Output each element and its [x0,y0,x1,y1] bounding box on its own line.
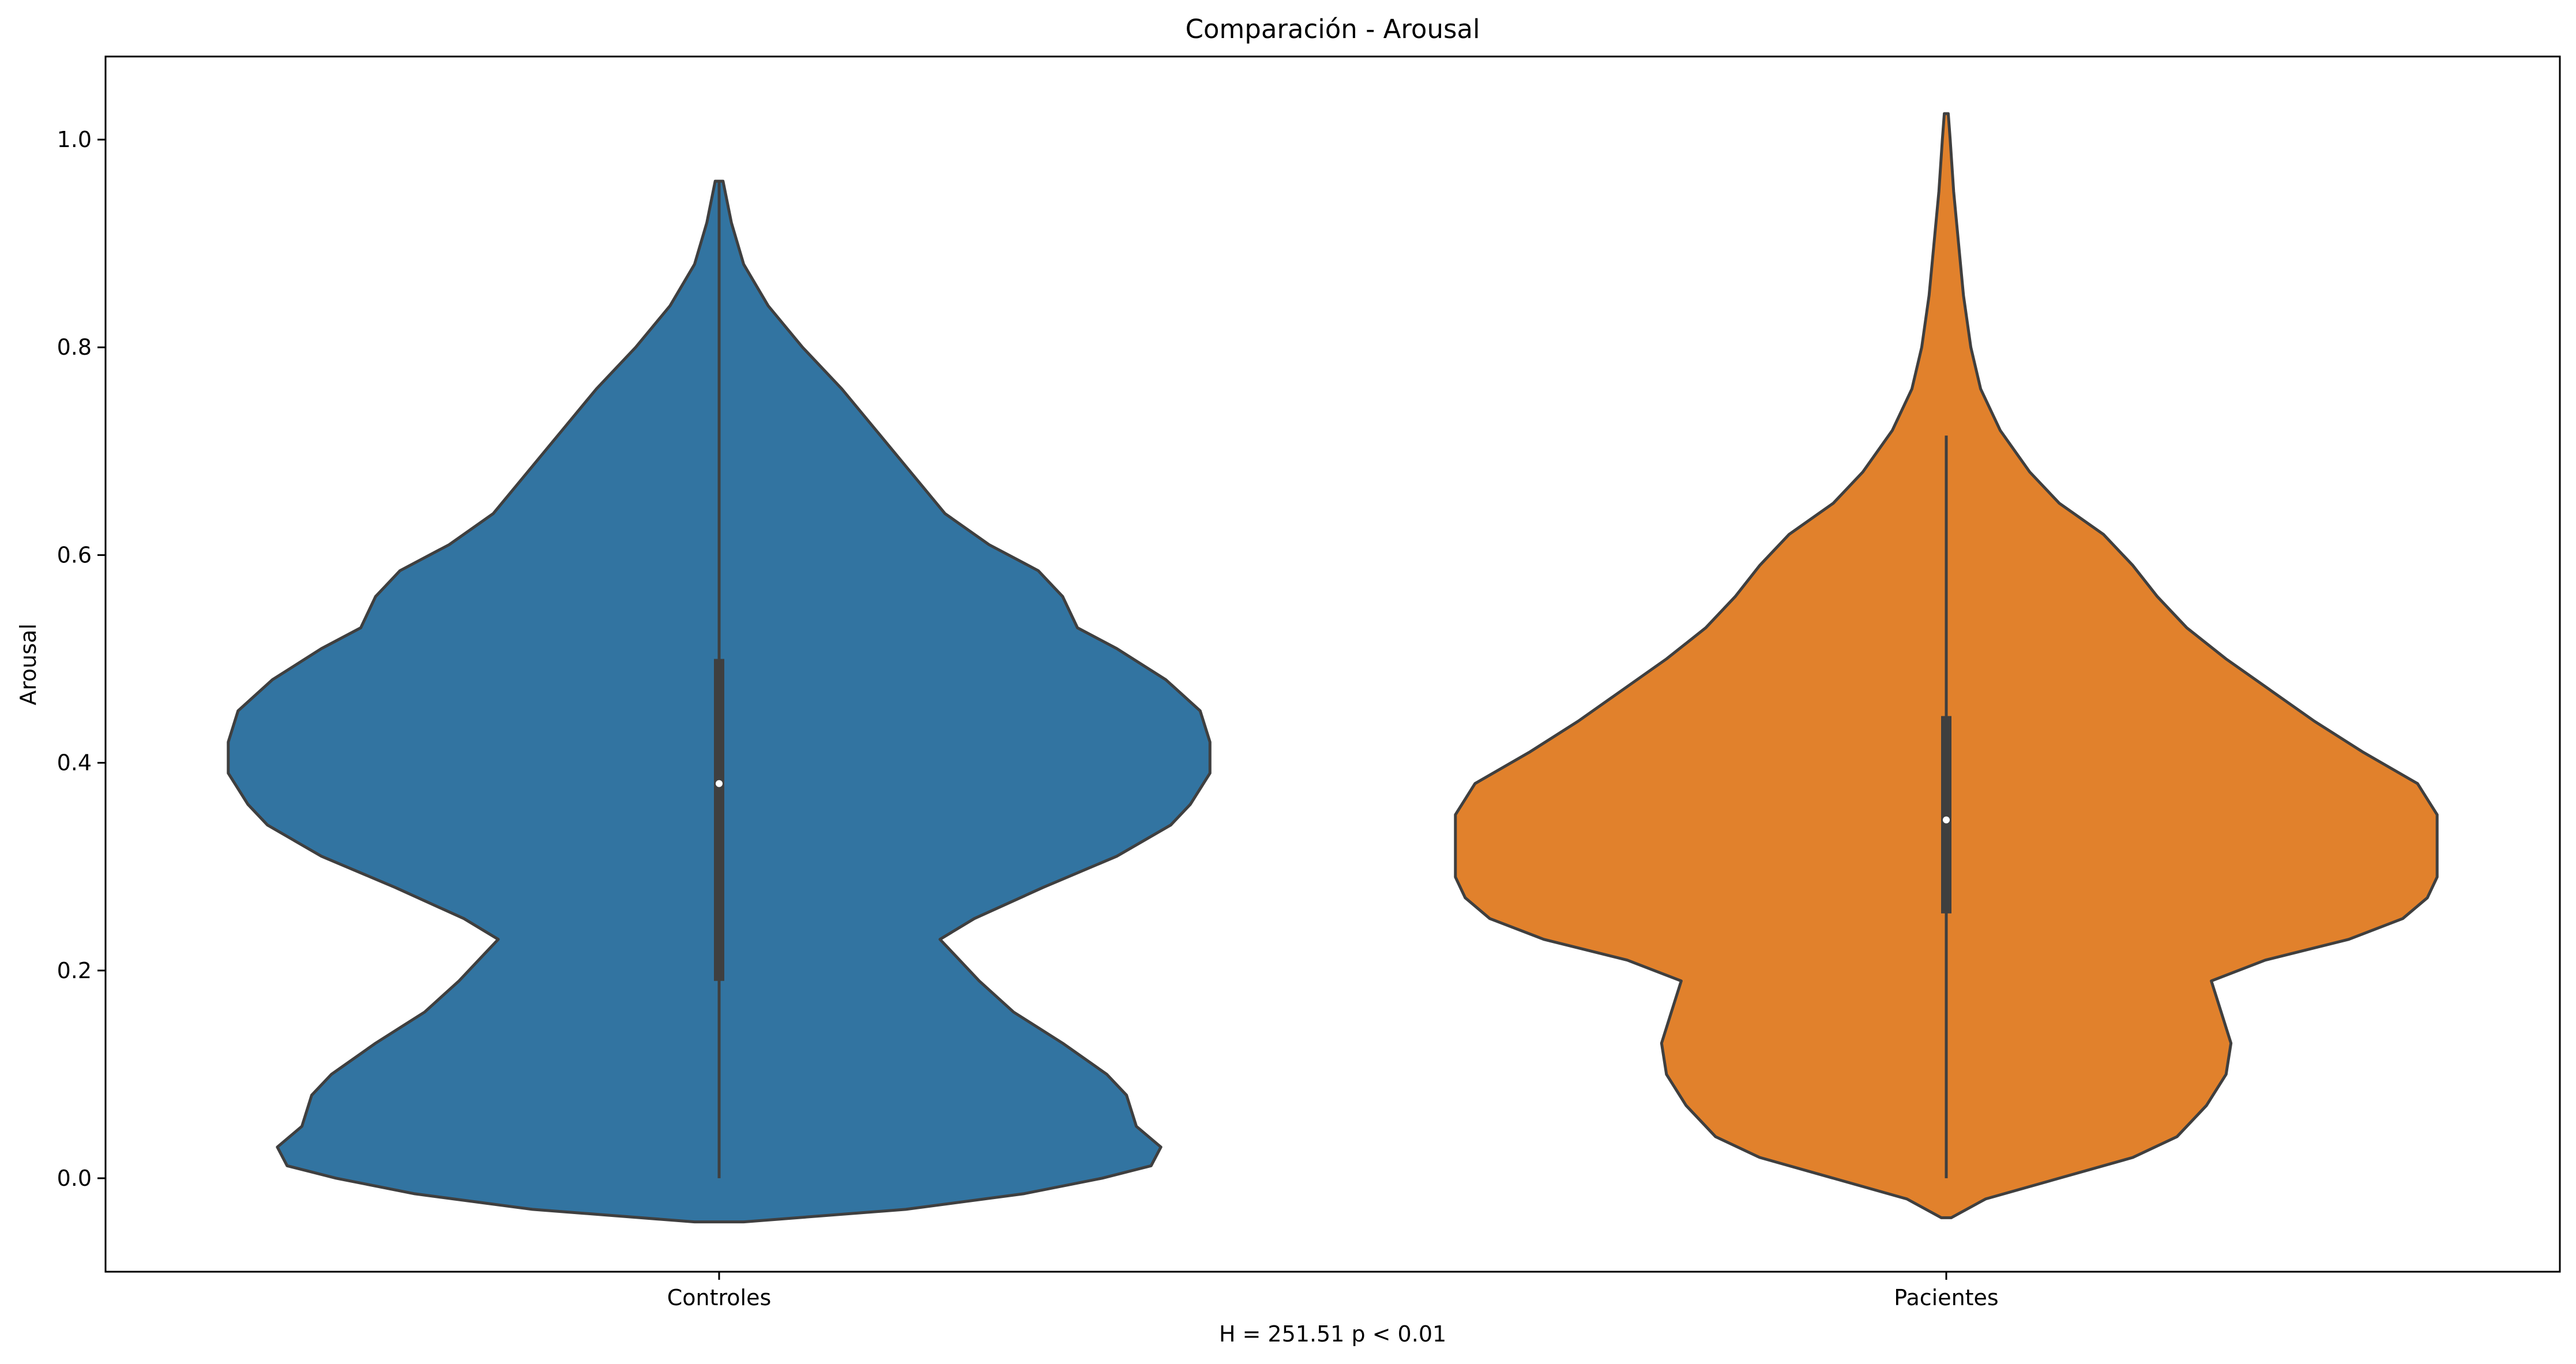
y-axis-label: Arousal [16,623,41,705]
x-axis: Controles Pacientes [667,1272,1999,1310]
y-tick-label-1: 0.2 [57,958,92,983]
y-axis: 0.0 0.2 0.4 0.6 0.8 1.0 [57,127,106,1191]
violin-iqr-box-0 [714,659,724,981]
y-tick-label-5: 1.0 [57,127,92,152]
y-tick-label-2: 0.4 [57,750,92,776]
x-tick-label-0: Controles [667,1285,772,1310]
violins-layer [227,112,2439,1224]
x-tick-label-1: Pacientes [1894,1285,1998,1310]
y-tick-label-3: 0.6 [57,542,92,568]
violin-median-point-1 [1943,816,1950,824]
y-tick-label-0: 0.0 [57,1166,92,1191]
x-axis-label: H = 251.51 p < 0.01 [1219,1321,1446,1347]
chart-title: Comparación - Arousal [1185,14,1480,44]
violin-iqr-box-1 [1941,716,1951,914]
y-tick-label-4: 0.8 [57,335,92,360]
violin-median-point-0 [716,780,723,787]
plot-frame [104,55,2561,1273]
